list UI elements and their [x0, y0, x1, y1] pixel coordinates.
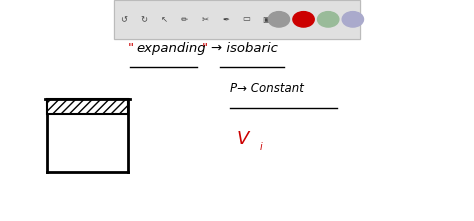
Text: → isobaric: → isobaric — [211, 42, 278, 55]
Ellipse shape — [342, 11, 364, 27]
Bar — [114, 0, 360, 39]
Text: i: i — [260, 142, 263, 152]
Text: ": " — [128, 42, 134, 55]
Bar — [114, 0, 360, 39]
Ellipse shape — [268, 11, 290, 27]
Text: expanding: expanding — [137, 42, 206, 55]
Text: P→ Constant: P→ Constant — [230, 82, 304, 95]
Bar — [47, 99, 128, 114]
Text: ✏: ✏ — [181, 15, 188, 24]
Text: ↖: ↖ — [161, 15, 168, 24]
Text: ✒: ✒ — [222, 15, 229, 24]
Text: ✂: ✂ — [201, 15, 209, 24]
Ellipse shape — [318, 11, 339, 27]
Text: ↻: ↻ — [140, 15, 147, 24]
Text: ": " — [201, 42, 208, 55]
Text: ↺: ↺ — [120, 15, 127, 24]
Ellipse shape — [293, 11, 314, 27]
Text: ▣: ▣ — [263, 15, 271, 24]
Text: V: V — [237, 130, 249, 148]
Text: ▭: ▭ — [242, 15, 250, 24]
